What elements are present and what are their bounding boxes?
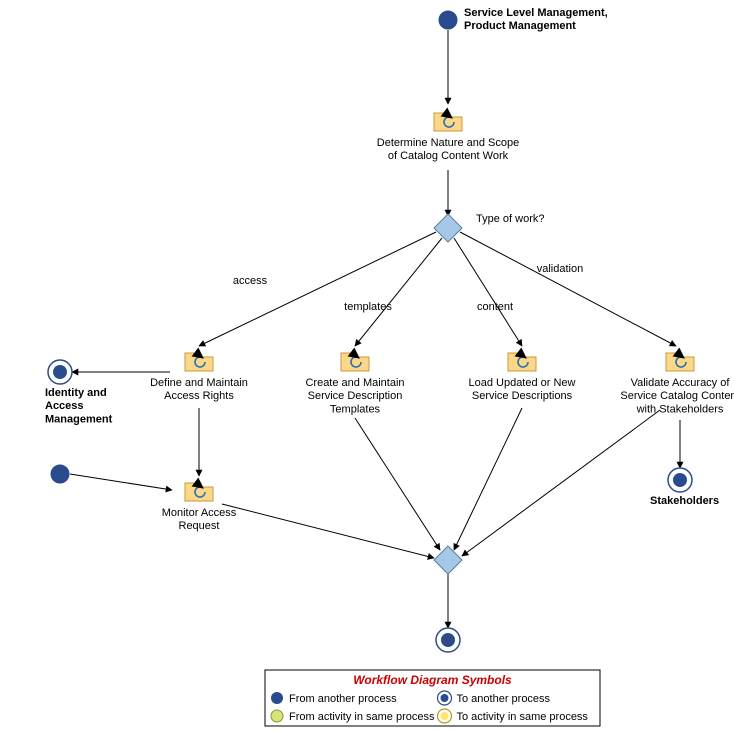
end-event-end [436,628,460,652]
svg-text:Type of work?: Type of work? [476,213,544,225]
decision-d1: Type of work? [434,213,544,242]
activity-icon [185,353,213,371]
svg-text:Workflow Diagram Symbols: Workflow Diagram Symbols [353,673,512,687]
edge-d1-n4 [454,238,522,346]
svg-text:Identity andAccessManagement: Identity andAccessManagement [45,387,113,425]
activity-label: Monitor AccessRequest [162,507,237,532]
legend-item: From another process [271,692,397,705]
edge-n4-d2 [454,408,522,550]
activity-label: Define and MaintainAccess Rights [150,377,248,402]
decision-d2 [434,546,462,574]
activity-n1: Determine Nature and Scopeof Catalog Con… [377,113,519,162]
activity-icon [434,113,462,131]
svg-text:To another process: To another process [457,693,551,705]
activity-n6: Monitor AccessRequest [162,483,237,532]
activity-label: Load Updated or NewService Descriptions [468,377,575,402]
activity-n3: Create and MaintainService DescriptionTe… [305,353,404,415]
edge-d1-n3 [355,238,442,346]
activity-n4: Load Updated or NewService Descriptions [468,353,575,402]
edge-ext_in-n6 [70,474,172,490]
edge-d1-n5 [460,232,676,346]
edge-n6-d2 [222,504,434,558]
activity-icon [508,353,536,371]
svg-text:templates: templates [344,301,392,313]
legend-item: From activity in same process [271,710,435,723]
activity-icon [341,353,369,371]
activity-label: Validate Accuracy ofService Catalog Cont… [620,377,734,415]
svg-text:Service Level Management,Produ: Service Level Management,Product Managem… [464,7,608,32]
svg-text:To activity in same process: To activity in same process [457,711,589,723]
end-event-stake: Stakeholders [650,468,719,507]
legend-item: To activity in same process [438,709,589,723]
svg-text:From another process: From another process [289,693,397,705]
svg-text:Stakeholders: Stakeholders [650,495,719,507]
activity-icon [666,353,694,371]
activity-n2: Define and MaintainAccess Rights [150,353,248,402]
svg-text:validation: validation [537,263,583,275]
legend: Workflow Diagram Symbols From another pro… [265,670,600,726]
edges: access templates content validation [70,30,680,628]
edge-n5-d2 [462,410,660,556]
end-event-ext_out: Identity andAccessManagement [45,360,113,425]
start-event-ext_in [51,465,69,483]
activity-label: Create and MaintainService DescriptionTe… [305,377,404,415]
activity-n5: Validate Accuracy ofService Catalog Cont… [620,353,734,415]
activity-icon [185,483,213,501]
edge-n3-d2 [355,418,440,550]
start-event-start: Service Level Management,Product Managem… [439,7,608,32]
svg-text:From activity in same process: From activity in same process [289,711,435,723]
svg-text:access: access [233,275,268,287]
activity-label: Determine Nature and Scopeof Catalog Con… [377,137,519,162]
svg-text:content: content [477,301,513,313]
